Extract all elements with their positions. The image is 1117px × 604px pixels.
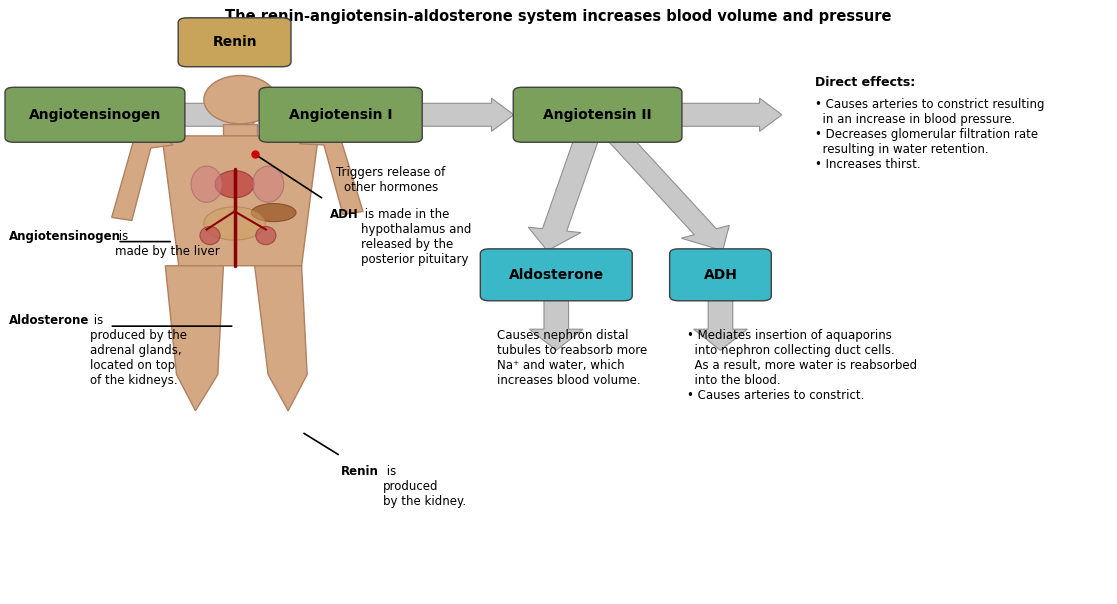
FancyArrow shape (529, 297, 583, 350)
Polygon shape (223, 124, 257, 136)
Polygon shape (112, 136, 173, 220)
Ellipse shape (203, 207, 266, 240)
Text: Triggers release of
other hormones: Triggers release of other hormones (336, 166, 446, 194)
Text: • Mediates insertion of aquaporins
  into nephron collecting duct cells.
  As a : • Mediates insertion of aquaporins into … (687, 329, 917, 402)
Ellipse shape (256, 226, 276, 245)
Polygon shape (162, 136, 318, 266)
FancyBboxPatch shape (514, 88, 681, 142)
Text: Aldosterone: Aldosterone (9, 314, 89, 327)
Ellipse shape (191, 166, 222, 202)
FancyBboxPatch shape (259, 88, 422, 142)
FancyArrow shape (179, 98, 265, 131)
Text: Angiotensin I: Angiotensin I (289, 108, 392, 122)
Text: Angiotensin II: Angiotensin II (543, 108, 652, 122)
Text: Angiotensinogen: Angiotensinogen (29, 108, 161, 122)
Text: The renin-angiotensin-aldosterone system increases blood volume and pressure: The renin-angiotensin-aldosterone system… (226, 9, 891, 24)
FancyBboxPatch shape (670, 249, 771, 301)
Text: • Causes arteries to constrict resulting
  in an increase in blood pressure.
• D: • Causes arteries to constrict resulting… (815, 98, 1044, 172)
FancyBboxPatch shape (178, 18, 290, 66)
FancyArrow shape (417, 98, 514, 131)
Ellipse shape (214, 171, 255, 198)
Text: is
produced
by the kidney.: is produced by the kidney. (383, 465, 466, 508)
Text: Renin: Renin (341, 465, 379, 478)
Text: Angiotensinogen: Angiotensinogen (9, 230, 121, 243)
Text: Aldosterone: Aldosterone (508, 268, 604, 282)
Text: ADH: ADH (330, 208, 359, 222)
Polygon shape (165, 266, 223, 411)
Text: Causes nephron distal
tubules to reabsorb more
Na⁺ and water, which
increases bl: Causes nephron distal tubules to reabsor… (497, 329, 648, 387)
Ellipse shape (251, 204, 296, 222)
Text: Direct effects:: Direct effects: (815, 76, 916, 89)
FancyBboxPatch shape (6, 88, 184, 142)
FancyArrow shape (676, 98, 782, 131)
Text: is
made by the liver: is made by the liver (115, 230, 220, 257)
Text: is made in the
hypothalamus and
released by the
posterior pituitary: is made in the hypothalamus and released… (361, 208, 471, 266)
FancyBboxPatch shape (480, 249, 632, 301)
FancyArrow shape (528, 138, 599, 251)
Text: ADH: ADH (704, 268, 737, 282)
Polygon shape (299, 136, 363, 214)
Text: Renin: Renin (212, 35, 257, 50)
Ellipse shape (252, 166, 284, 202)
Polygon shape (255, 266, 307, 411)
FancyArrow shape (609, 136, 729, 251)
FancyArrow shape (694, 297, 747, 350)
Text: is
produced by the
adrenal glands,
located on top
of the kidneys.: is produced by the adrenal glands, locat… (90, 314, 188, 387)
Ellipse shape (200, 226, 220, 245)
Ellipse shape (203, 76, 276, 124)
